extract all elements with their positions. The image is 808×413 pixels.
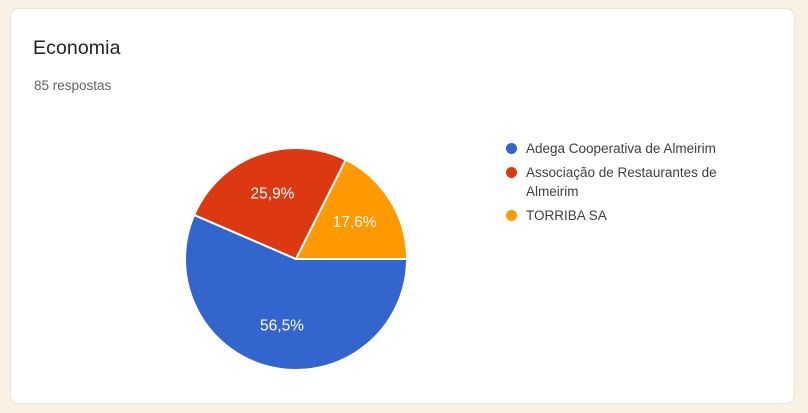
pie-slice-label: 17,6%: [333, 214, 377, 231]
legend-item[interactable]: TORRIBA SA: [506, 206, 776, 225]
legend-item[interactable]: Adega Cooperativa de Almeirim: [506, 139, 776, 158]
page-title: Economia: [33, 37, 121, 59]
legend-item-label: Associação de Restaurantes de Almeirim: [526, 165, 717, 199]
pie-chart-area: 56,5% 25,9% 17,6% Adega Cooperativa de Alm…: [11, 9, 796, 405]
pie-label-group: 56,5% 25,9% 17,6%: [251, 185, 377, 334]
chart-legend: Adega Cooperativa de Almeirim Associação…: [506, 139, 776, 230]
pie-chart: 56,5% 25,9% 17,6%: [184, 146, 409, 372]
legend-swatch-icon: [506, 143, 517, 154]
legend-item-label: Adega Cooperativa de Almeirim: [526, 141, 716, 156]
legend-swatch-icon: [506, 210, 517, 221]
pie-slice-label: 56,5%: [260, 317, 304, 334]
legend-item-label: TORRIBA SA: [526, 208, 607, 223]
response-count-label: 85 respostas: [34, 78, 112, 93]
legend-swatch-icon: [506, 167, 517, 178]
pie-slice-label: 25,9%: [251, 185, 295, 202]
pie-slice[interactable]: [192, 146, 348, 261]
chart-card: Economia 85 respostas 56,5% 25,9% 17,6% Ad…: [10, 8, 795, 404]
pie-slice[interactable]: [294, 158, 409, 260]
pie-slice[interactable]: [184, 213, 409, 372]
pie-slice-group: [184, 146, 409, 372]
legend-item[interactable]: Associação de Restaurantes de Almeirim: [506, 163, 776, 201]
